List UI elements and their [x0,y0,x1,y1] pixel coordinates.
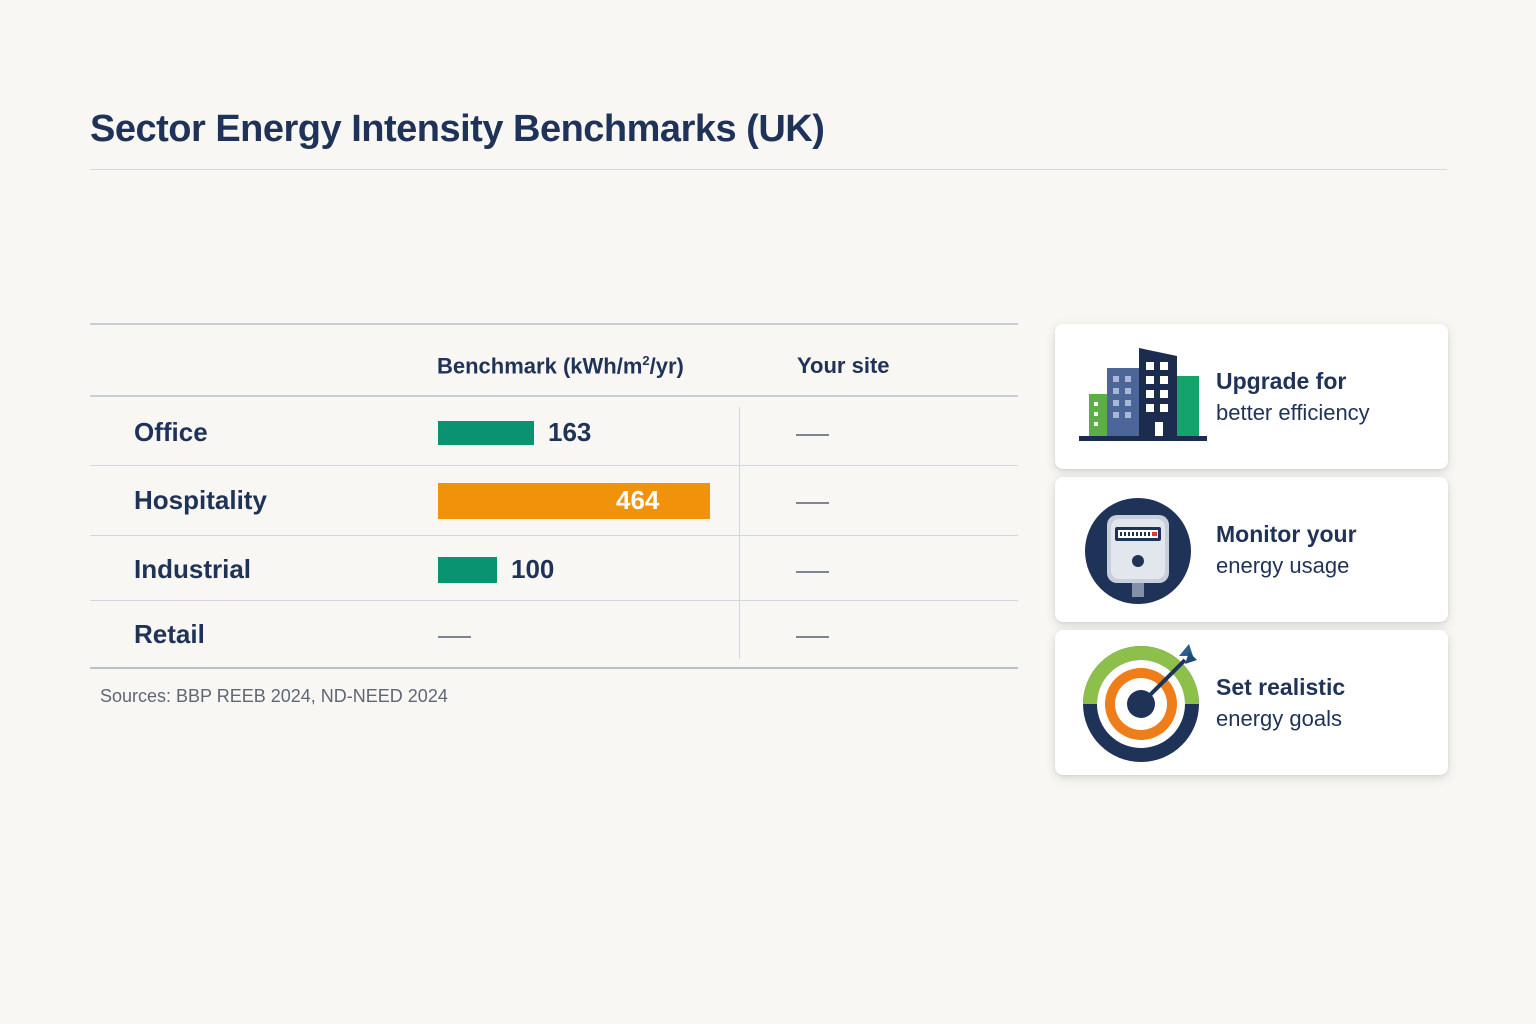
bar-industrial [438,557,497,583]
page-title: Sector Energy Intensity Benchmarks (UK) [90,108,825,150]
table-bottom-rule [90,667,1018,669]
bar-value-label: 100 [511,554,555,584]
building-icon [1079,348,1207,441]
column-separator [739,407,740,659]
your-site-empty-dash [796,502,829,504]
your-site-empty-dash [796,571,829,573]
bar-value-label: 163 [548,417,592,447]
row-label-office: Office [134,417,208,447]
benchmark-column-header: Benchmark (kWh/m2/yr) [437,353,684,379]
table-top-rule [90,323,1018,325]
card-title: Upgrade for [1216,367,1347,394]
bar-hospitality [438,483,710,519]
benchmark-empty-dash [438,636,471,638]
bar-value-label: 464 [616,485,660,515]
table-header-rule [90,395,1018,397]
target-icon [1083,644,1199,762]
meter-icon [1085,498,1191,604]
goals-card[interactable]: Set realistic energy goals [1055,630,1448,775]
monitor-card[interactable]: Monitor your energy usage [1055,477,1448,622]
bar-office [438,421,534,445]
upgrade-card[interactable]: Upgrade for better efficiency [1055,324,1448,469]
benchmark-table: Benchmark (kWh/m2/yr) Your site Office 16… [90,323,1018,670]
sources-note: Sources: BBP REEB 2024, ND-NEED 2024 [100,686,448,706]
card-title: Set realistic [1216,673,1346,700]
row-divider [90,465,1018,466]
row-label-hospitality: Hospitality [134,485,267,515]
title-divider [90,169,1447,170]
your-site-empty-dash [796,434,829,436]
row-label-retail: Retail [134,619,205,649]
card-title: Monitor your [1216,520,1357,547]
card-subtitle: energy goals [1216,705,1342,731]
row-divider [90,600,1018,601]
your-site-column-header: Your site [797,353,890,378]
card-subtitle: energy usage [1216,552,1350,578]
your-site-empty-dash [796,636,829,638]
row-label-industrial: Industrial [134,554,252,584]
card-subtitle: better efficiency [1216,399,1370,425]
row-divider [90,535,1018,536]
